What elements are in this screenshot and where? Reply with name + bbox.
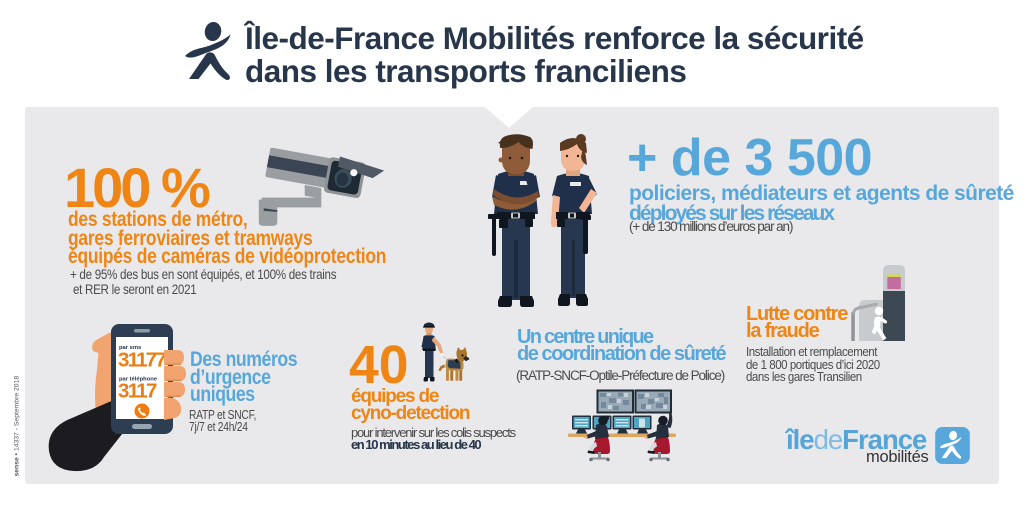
svg-text:par téléphone: par téléphone <box>119 377 158 383</box>
svg-text:par sms: par sms <box>119 345 141 351</box>
svg-text:31177: 31177 <box>118 349 166 372</box>
svg-text:3117: 3117 <box>118 380 157 403</box>
